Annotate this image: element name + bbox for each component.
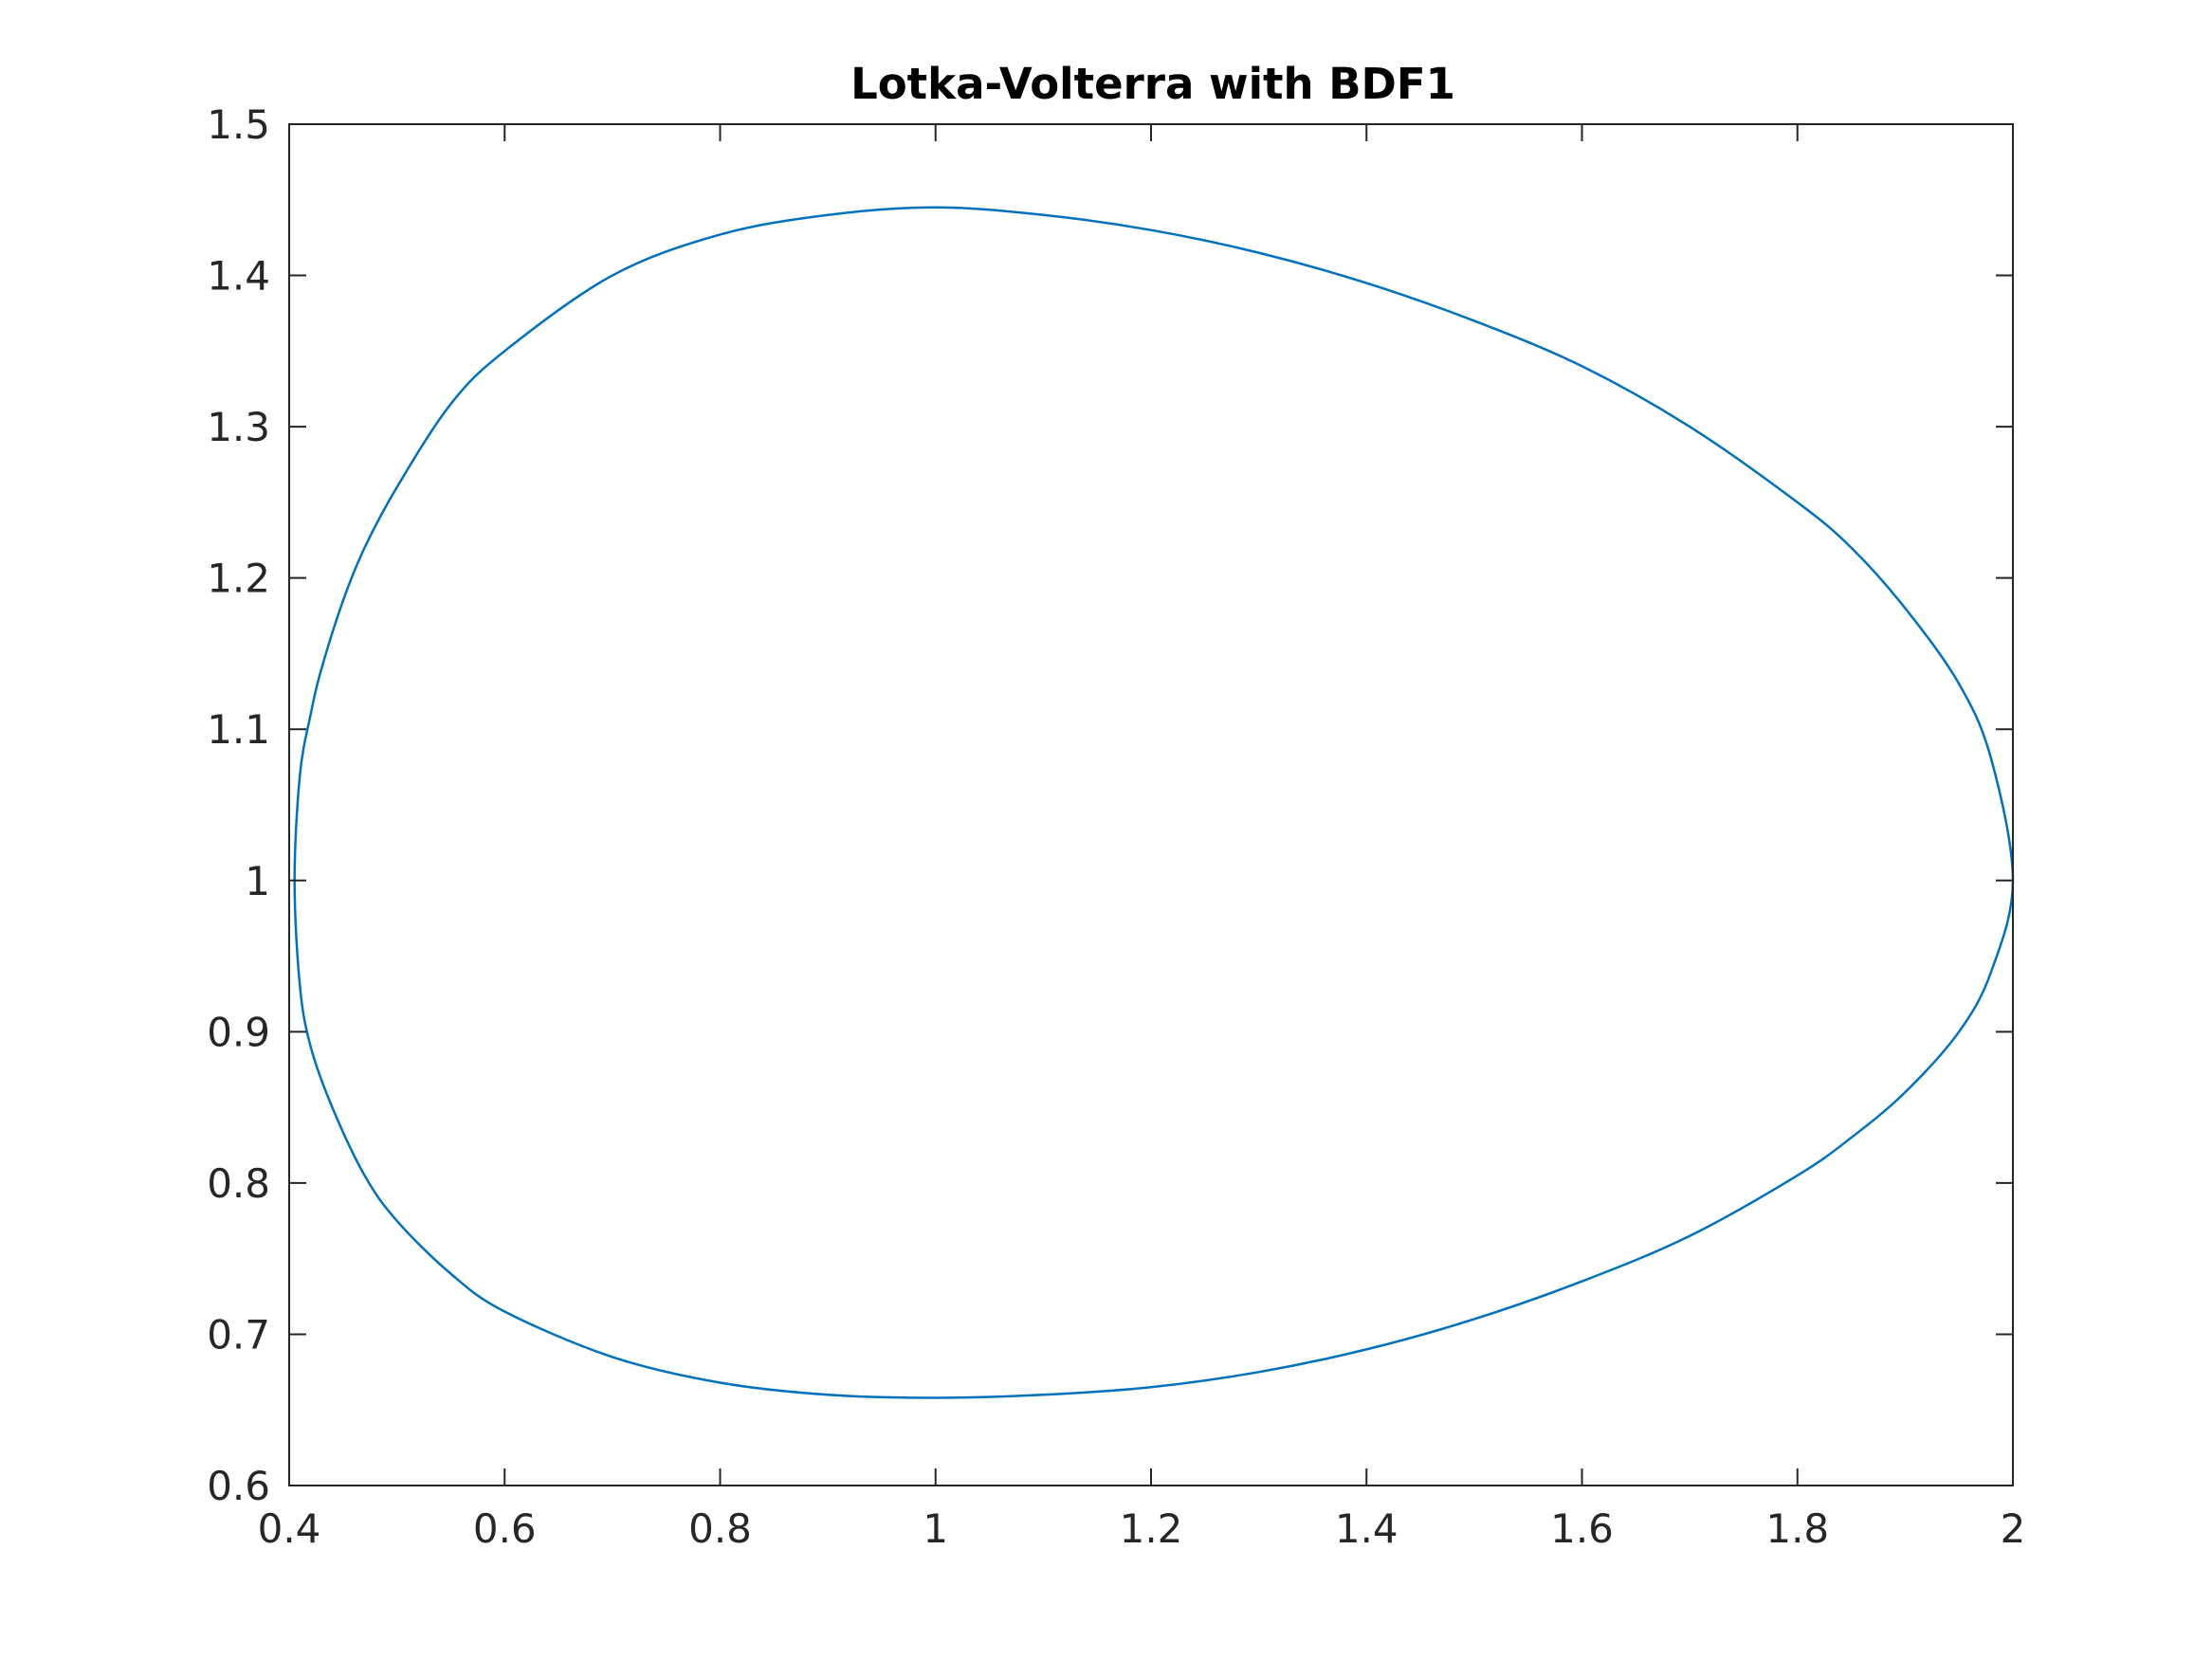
series-line	[293, 206, 2015, 1399]
chart-title: Lotka-Volterra with BDF1	[850, 59, 1455, 109]
x-tick-label: 0.6	[473, 1505, 537, 1552]
x-tick-label: 1.2	[1120, 1505, 1183, 1552]
y-tick-label: 0.8	[207, 1160, 270, 1207]
y-tick-label: 1.5	[207, 101, 270, 148]
x-tick-label: 1.4	[1335, 1505, 1398, 1552]
y-tick-label: 1.1	[207, 706, 270, 753]
y-tick-label: 1	[245, 858, 270, 904]
x-tick-label: 1.8	[1765, 1505, 1829, 1552]
x-axis: 0.4 0.6 0.8 1 1.2 1.4 1.6 1.8 2	[258, 124, 2026, 1552]
series-layer	[293, 206, 2015, 1399]
x-tick-label: 0.8	[688, 1505, 752, 1552]
x-tick-label: 2	[2001, 1505, 2026, 1552]
y-tick-label: 1.4	[207, 253, 270, 300]
y-tick-label: 0.9	[207, 1009, 270, 1055]
axes-background	[289, 124, 2013, 1486]
y-axis: 0.6 0.7 0.8 0.9 1 1.1 1.2 1.3 1.4 1.5	[207, 101, 2013, 1509]
y-tick-label: 1.3	[207, 404, 270, 450]
y-tick-label: 0.6	[207, 1463, 270, 1509]
y-tick-label: 0.7	[207, 1311, 270, 1358]
plot-area: 0.4 0.6 0.8 1 1.2 1.4 1.6 1.8 2 0.60.70.80.911.1…	[207, 101, 2025, 1552]
x-tick-label: 1	[923, 1505, 948, 1552]
x-tick-label: 0.4	[258, 1505, 321, 1552]
x-tick-label: 1.6	[1550, 1505, 1614, 1552]
y-tick-label: 1.2	[207, 556, 270, 602]
